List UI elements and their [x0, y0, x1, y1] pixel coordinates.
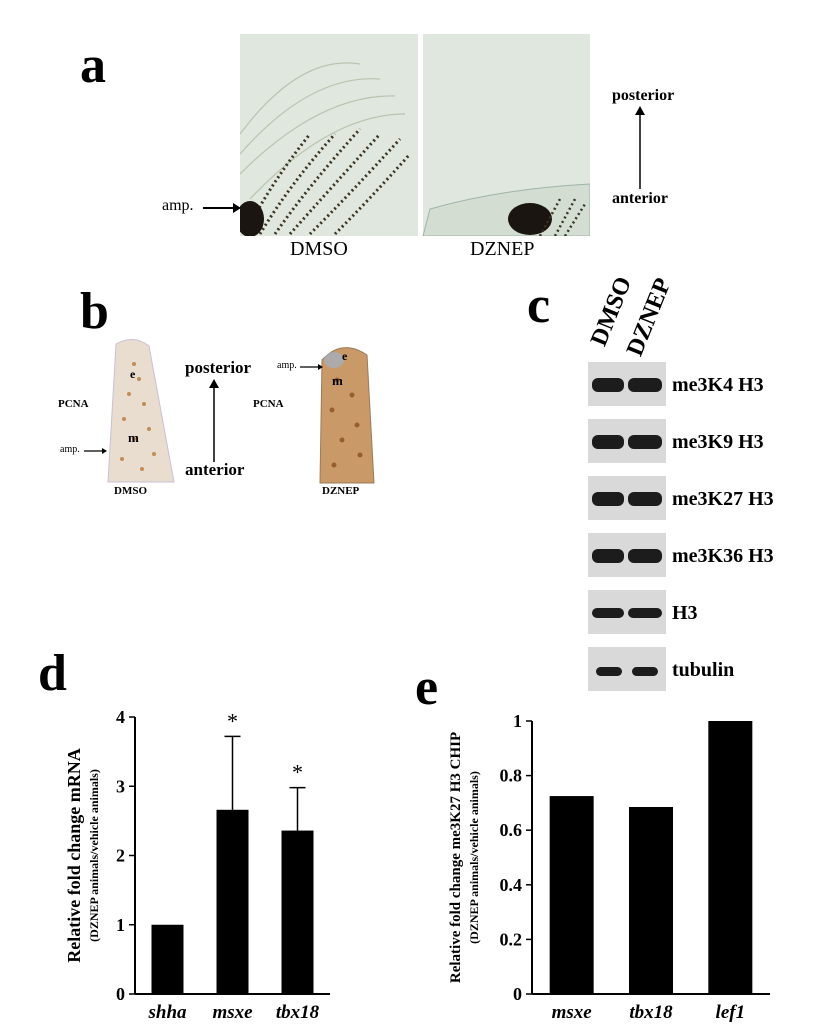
blot-label-me3k4: me3K4 H3	[672, 374, 764, 396]
category-label: msxe	[552, 1002, 593, 1023]
panel-a-posterior: posterior	[612, 87, 675, 104]
significance-mark: *	[292, 760, 303, 785]
blot-row-me3k9	[588, 419, 666, 463]
category-label: shha	[147, 1002, 187, 1023]
blot-label-me3k9: me3K9 H3	[672, 431, 764, 453]
category-label: tbx18	[629, 1002, 673, 1023]
panel-b-m-left: m	[128, 430, 139, 445]
blot-row-me3k27	[588, 476, 666, 520]
y-tick-label: 0.6	[500, 820, 523, 840]
panel-a-axis-arrow-icon	[635, 106, 645, 189]
panel-a-caption-dznep: DZNEP	[470, 238, 535, 260]
panel-a-caption-dmso: DMSO	[290, 238, 348, 260]
panel-b-posterior: posterior	[185, 358, 252, 377]
blot-row-tubulin	[588, 647, 666, 691]
blot-row-me3k4	[588, 362, 666, 406]
y-axis-label: Relative fold change me3K27 H3 CHIP	[448, 732, 464, 983]
blot-label-me3k27: me3K27 H3	[672, 488, 774, 510]
blot-band	[592, 608, 624, 618]
y-axis-sublabel: (DZNEP animals/vehicle animals)	[467, 771, 481, 944]
panel-b-caption-dznep: DZNEP	[322, 485, 360, 497]
category-label: msxe	[212, 1002, 253, 1023]
panel-b-amp-arrow-right-icon	[300, 364, 323, 370]
panel-b-pcna-left: PCNA	[58, 398, 89, 410]
y-tick-label: 1	[116, 915, 125, 935]
blot-label-me3k36: me3K36 H3	[672, 545, 774, 567]
panel-b-caption-dmso: DMSO	[114, 485, 147, 497]
y-tick-label: 4	[116, 707, 125, 727]
bar	[708, 721, 753, 994]
panel-d-letter: d	[38, 645, 67, 702]
blot-band	[592, 378, 624, 392]
bar	[216, 809, 249, 994]
category-label: lef1	[716, 1002, 746, 1023]
bar	[281, 830, 314, 994]
panel-b-axis-arrow-icon	[209, 379, 219, 462]
blot-band	[628, 549, 662, 563]
blot-row-h3	[588, 590, 666, 634]
blot-band	[592, 435, 624, 449]
bar	[549, 796, 594, 994]
blot-band	[592, 549, 624, 563]
panel-b-pcna-right: PCNA	[253, 398, 284, 410]
panel-e-letter: e	[415, 659, 439, 716]
blot-label-h3: H3	[672, 602, 698, 624]
y-tick-label: 3	[116, 776, 125, 796]
y-axis-label: Relative fold change mRNA	[64, 748, 84, 962]
blot-band	[628, 378, 662, 392]
y-tick-label: 2	[116, 846, 125, 866]
y-axis-sublabel: (DZNEP animals/vehicle animals)	[87, 769, 101, 942]
panel-b-letter: b	[80, 283, 109, 340]
bar	[151, 924, 184, 994]
bar	[629, 806, 673, 994]
blot-band	[596, 667, 622, 676]
y-tick-label: 0.2	[500, 929, 523, 949]
blot-band	[592, 492, 624, 506]
panel-b-amp-right: amp.	[277, 360, 297, 371]
y-tick-label: 1	[513, 711, 522, 731]
blot-band	[628, 435, 662, 449]
panel-b-e-left: e	[130, 367, 136, 381]
panel-a-anterior: anterior	[612, 190, 668, 207]
panel-c-letter: c	[527, 277, 551, 334]
blot-band	[632, 667, 658, 676]
panel-a-fin-images	[240, 34, 590, 236]
chart-e: 0 0.2 0.4 0.6 0.8 1 msxe tbx18 lef1 Relative fold…	[448, 711, 770, 1023]
category-label: tbx18	[276, 1002, 320, 1023]
panel-a-letter: a	[80, 37, 106, 94]
panel-b-e-right: e	[342, 349, 348, 363]
y-tick-label: 0.8	[500, 766, 523, 786]
amp-label-a: amp.	[162, 197, 194, 214]
panel-b-amp-left: amp.	[60, 444, 80, 455]
panel-b-m-right: m	[332, 373, 343, 388]
panel-b-amp-arrow-left-icon	[84, 448, 107, 454]
panel-b-anterior: anterior	[185, 460, 245, 479]
blot-band	[628, 608, 662, 618]
blot-label-tubulin: tubulin	[672, 659, 735, 681]
y-tick-label: 0	[513, 984, 522, 1004]
y-tick-label: 0	[116, 984, 125, 1004]
y-tick-label: 0.4	[500, 875, 523, 895]
panel-b-dmso-image	[107, 339, 175, 483]
panel-b-dznep-image	[319, 347, 375, 484]
amp-arrow-a-icon	[203, 203, 241, 213]
chart-d: 0 1 2 3 4 shha * msxe * tbx18 Relative fold change…	[64, 707, 330, 1023]
significance-mark: *	[227, 708, 238, 733]
blot-band	[628, 492, 662, 506]
blot-row-me3k36	[588, 533, 666, 577]
